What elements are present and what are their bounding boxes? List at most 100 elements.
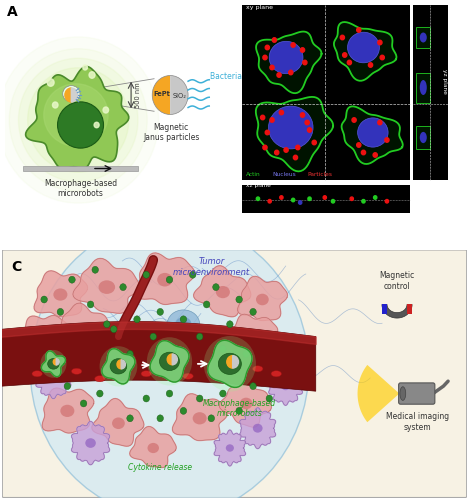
Wedge shape <box>65 88 71 102</box>
Wedge shape <box>121 360 125 369</box>
Polygon shape <box>26 66 129 169</box>
Ellipse shape <box>268 106 313 149</box>
Circle shape <box>323 196 326 199</box>
Ellipse shape <box>281 382 290 390</box>
Ellipse shape <box>357 118 388 147</box>
Bar <box>413 5 448 180</box>
Circle shape <box>356 28 361 32</box>
Text: 500 nm: 500 nm <box>135 82 141 108</box>
Polygon shape <box>238 276 287 320</box>
Wedge shape <box>152 76 170 114</box>
Ellipse shape <box>71 368 82 374</box>
Polygon shape <box>102 348 135 384</box>
Ellipse shape <box>95 376 105 382</box>
Text: A: A <box>7 5 18 19</box>
Text: Nucleus: Nucleus <box>272 172 296 178</box>
Wedge shape <box>227 356 233 368</box>
Circle shape <box>134 316 140 323</box>
Circle shape <box>212 284 219 290</box>
Circle shape <box>208 415 214 422</box>
FancyBboxPatch shape <box>399 383 435 404</box>
Circle shape <box>385 138 389 142</box>
Wedge shape <box>53 359 56 365</box>
Circle shape <box>92 266 98 274</box>
Text: Cytokine release: Cytokine release <box>128 463 192 472</box>
Wedge shape <box>172 354 177 365</box>
Wedge shape <box>167 354 172 365</box>
Polygon shape <box>36 358 71 399</box>
Circle shape <box>219 390 226 397</box>
Polygon shape <box>357 365 399 422</box>
Polygon shape <box>73 258 140 314</box>
Wedge shape <box>170 76 188 114</box>
Ellipse shape <box>420 32 427 42</box>
Circle shape <box>256 197 260 200</box>
Circle shape <box>236 408 242 414</box>
Ellipse shape <box>141 370 151 377</box>
Circle shape <box>120 284 126 290</box>
Ellipse shape <box>400 386 406 400</box>
Circle shape <box>270 118 274 122</box>
Bar <box>416 28 431 48</box>
Wedge shape <box>71 88 78 102</box>
Circle shape <box>361 150 366 155</box>
Circle shape <box>166 276 173 283</box>
Circle shape <box>373 153 377 157</box>
Bar <box>23 166 138 171</box>
Circle shape <box>219 346 226 352</box>
Circle shape <box>99 346 137 387</box>
Circle shape <box>261 116 265 119</box>
Bar <box>416 126 431 149</box>
FancyBboxPatch shape <box>2 250 467 498</box>
Polygon shape <box>229 314 278 358</box>
Circle shape <box>294 155 297 160</box>
Circle shape <box>166 390 173 397</box>
Ellipse shape <box>49 374 58 383</box>
Polygon shape <box>41 351 66 376</box>
Circle shape <box>40 350 67 378</box>
Text: yz plane: yz plane <box>442 68 447 94</box>
Ellipse shape <box>269 42 303 74</box>
Circle shape <box>291 43 295 48</box>
Text: FePt: FePt <box>153 91 170 97</box>
Circle shape <box>41 296 47 303</box>
Text: Tumor
microenvironment: Tumor microenvironment <box>173 258 250 277</box>
Polygon shape <box>407 304 412 314</box>
Circle shape <box>303 60 307 64</box>
Polygon shape <box>42 388 94 433</box>
Polygon shape <box>136 253 195 304</box>
Circle shape <box>380 55 384 60</box>
Circle shape <box>272 38 276 42</box>
Polygon shape <box>256 97 333 172</box>
Ellipse shape <box>110 358 127 374</box>
Circle shape <box>197 333 203 340</box>
Polygon shape <box>382 304 387 314</box>
Ellipse shape <box>159 352 180 370</box>
Ellipse shape <box>98 280 115 294</box>
Polygon shape <box>334 22 396 80</box>
Polygon shape <box>54 303 112 353</box>
Circle shape <box>263 55 267 60</box>
Ellipse shape <box>122 337 137 351</box>
Polygon shape <box>71 422 110 465</box>
Circle shape <box>180 408 187 414</box>
Circle shape <box>143 272 150 278</box>
Circle shape <box>300 48 305 52</box>
Circle shape <box>204 336 256 392</box>
Ellipse shape <box>115 330 145 357</box>
Circle shape <box>342 52 347 57</box>
Circle shape <box>104 321 110 328</box>
Ellipse shape <box>38 331 51 342</box>
Polygon shape <box>382 304 412 318</box>
Ellipse shape <box>167 310 200 338</box>
Circle shape <box>236 296 242 303</box>
Polygon shape <box>208 340 252 388</box>
Ellipse shape <box>112 418 125 429</box>
Circle shape <box>157 308 164 316</box>
Circle shape <box>157 415 164 422</box>
Circle shape <box>180 316 187 323</box>
Circle shape <box>197 395 203 402</box>
Circle shape <box>331 200 334 203</box>
Polygon shape <box>256 32 322 93</box>
Circle shape <box>350 197 354 200</box>
